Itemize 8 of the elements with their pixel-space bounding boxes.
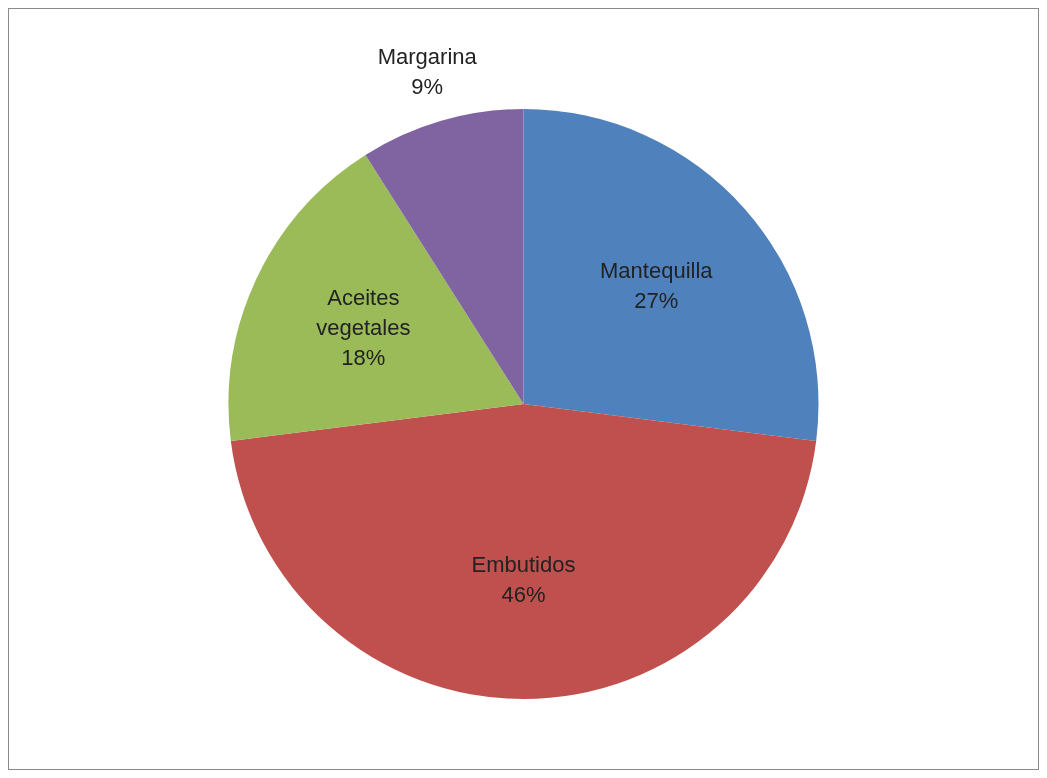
slice-label: Embutidos bbox=[471, 552, 576, 578]
data-label: 9% bbox=[411, 73, 444, 99]
data-label: 46% bbox=[501, 582, 546, 608]
data-label: 27% bbox=[634, 288, 679, 314]
slice-label: Mantequilla bbox=[600, 258, 714, 284]
data-label: 18% bbox=[341, 344, 386, 370]
slice-label: Margarina bbox=[377, 43, 478, 69]
slice-label: Aceites vegetales bbox=[316, 284, 411, 340]
